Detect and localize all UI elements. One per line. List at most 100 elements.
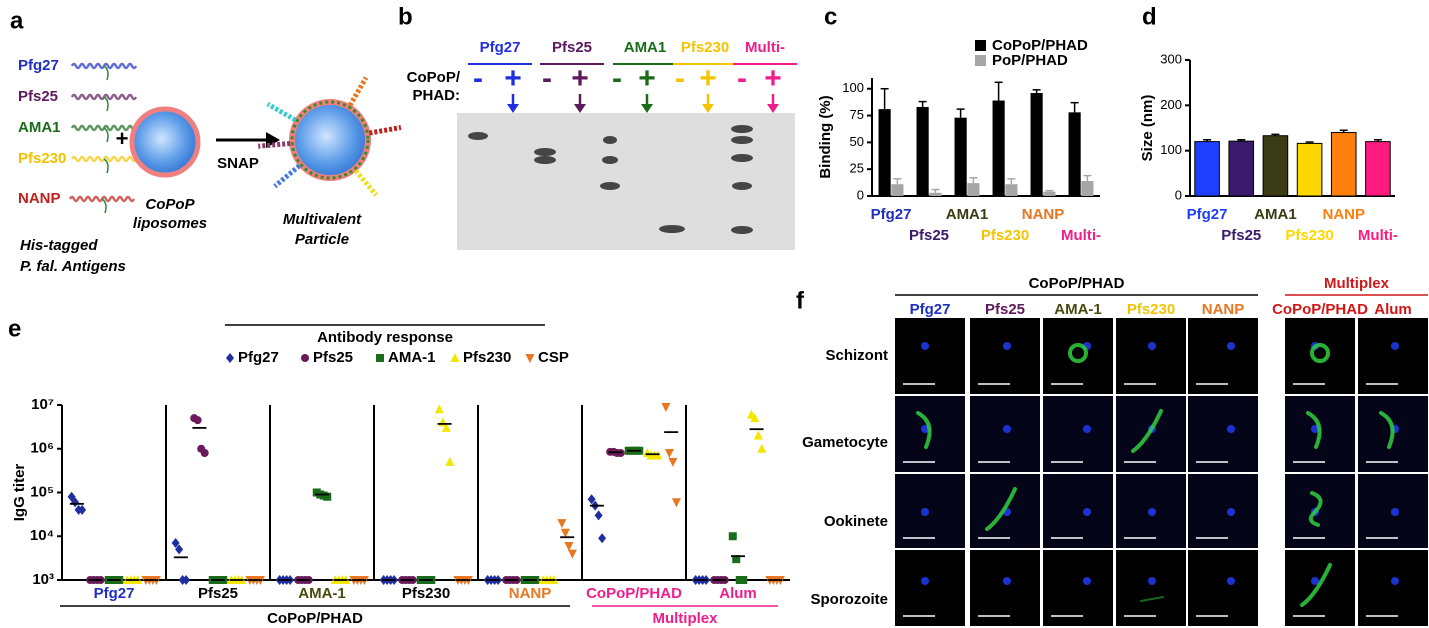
sign: - xyxy=(612,62,622,95)
nucleus-stain xyxy=(921,508,929,516)
panel-letter: d xyxy=(1142,3,1157,30)
particle-antigen xyxy=(368,125,402,136)
particle-antigen xyxy=(353,169,379,197)
y-axis-label: Size (nm) xyxy=(1139,95,1156,162)
data-point xyxy=(441,422,451,432)
column-label: Pfg27 xyxy=(910,301,951,318)
antibody-stain xyxy=(1140,596,1164,602)
antibody-stain xyxy=(1379,411,1395,449)
micrograph xyxy=(895,318,965,394)
y-axis-label: Binding (%) xyxy=(817,95,834,178)
data-point xyxy=(668,457,678,467)
particle-label: Multivalent xyxy=(283,211,362,228)
legend-swatch xyxy=(975,55,986,66)
y-tick-label: 10⁶ xyxy=(30,440,54,457)
group-label: Multiplex xyxy=(652,610,718,627)
nucleus-stain xyxy=(1227,342,1235,350)
nucleus-stain xyxy=(1391,508,1399,516)
gel-band xyxy=(600,182,620,190)
nucleus-stain xyxy=(1148,342,1156,350)
panel-letter: a xyxy=(10,7,24,34)
sign: + xyxy=(571,62,589,95)
liposome-label: liposomes xyxy=(133,215,207,232)
column-label: NANP xyxy=(1202,301,1245,318)
lane-label: Pfs25 xyxy=(552,39,592,56)
antibody-stain xyxy=(1131,409,1163,453)
y-tick-label: 50 xyxy=(850,134,864,149)
column-label: AMA-1 xyxy=(1054,301,1102,318)
y-tick-label: 0 xyxy=(857,187,864,202)
micrograph xyxy=(1285,550,1355,626)
antibody-stain xyxy=(1308,491,1323,527)
data-point xyxy=(567,549,577,559)
x-tick-label: AMA-1 xyxy=(298,585,346,602)
y-tick-label: 10⁵ xyxy=(30,483,54,500)
gel-band xyxy=(603,136,617,144)
y-tick-label: 100 xyxy=(1160,142,1182,157)
bar xyxy=(1296,142,1323,197)
column-label: Alum xyxy=(1374,301,1412,318)
bar xyxy=(878,109,891,196)
gel-band xyxy=(534,156,556,164)
row-label: Schizont xyxy=(826,347,889,364)
legend-label: Pfs25 xyxy=(313,349,353,366)
bar xyxy=(1068,112,1081,196)
antigen-label: Pfs25 xyxy=(18,88,58,105)
lane-label: AMA1 xyxy=(624,39,667,56)
column-label: CoPoP/PHAD xyxy=(1272,301,1368,318)
micrograph xyxy=(1188,396,1258,472)
lane-arrowhead xyxy=(641,104,653,113)
bar xyxy=(1030,93,1043,196)
row-label: PHAD: xyxy=(413,87,461,104)
row-label: Gametocyte xyxy=(802,434,888,451)
micrograph xyxy=(1043,550,1113,626)
legend-marker xyxy=(450,353,460,362)
micrograph xyxy=(1043,474,1113,548)
nucleus-stain xyxy=(1083,508,1091,516)
particle-antigen xyxy=(347,76,369,107)
data-point xyxy=(557,519,567,529)
particle-antigen xyxy=(273,163,301,189)
his-tag xyxy=(103,96,109,112)
x-tick-label: Pfs25 xyxy=(909,227,949,244)
column-label: Pfs25 xyxy=(985,301,1025,318)
micrograph xyxy=(1188,474,1258,548)
bar xyxy=(929,192,942,196)
his-tag xyxy=(103,158,109,174)
x-tick-label: AMA1 xyxy=(1254,206,1297,223)
lane-arrowhead xyxy=(574,104,586,113)
his-tag xyxy=(101,198,107,214)
x-tick-label: Pfs25 xyxy=(198,585,238,602)
x-tick-label: AMA1 xyxy=(946,206,989,223)
micrograph xyxy=(1285,318,1355,394)
x-tick-label: Pfs230 xyxy=(402,585,450,602)
sign: - xyxy=(542,62,552,95)
antibody-stain xyxy=(1310,343,1331,363)
gel-band xyxy=(534,148,556,156)
gel-band xyxy=(731,226,753,234)
nucleus-stain xyxy=(1391,342,1399,350)
micrograph xyxy=(1116,550,1186,626)
particle-label: Particle xyxy=(295,231,349,248)
particle xyxy=(289,99,371,181)
legend-label: Pfs230 xyxy=(463,349,511,366)
nucleus-stain xyxy=(921,577,929,585)
legend-marker xyxy=(226,353,234,363)
bar xyxy=(967,183,980,196)
gel-band xyxy=(731,154,753,162)
group-label: CoPoP/PHAD xyxy=(267,610,363,627)
bar xyxy=(1228,140,1255,197)
gel-band xyxy=(731,125,753,133)
micrograph xyxy=(895,474,965,548)
particle-coat xyxy=(290,100,370,180)
x-tick-label: Pfg27 xyxy=(94,585,135,602)
nucleus-stain xyxy=(921,342,929,350)
nucleus-stain xyxy=(1003,577,1011,585)
gel-band xyxy=(602,156,618,164)
micrograph xyxy=(1116,318,1186,394)
nucleus-stain xyxy=(1148,577,1156,585)
antibody-stain xyxy=(985,487,1017,531)
panel-letter: b xyxy=(398,3,413,30)
